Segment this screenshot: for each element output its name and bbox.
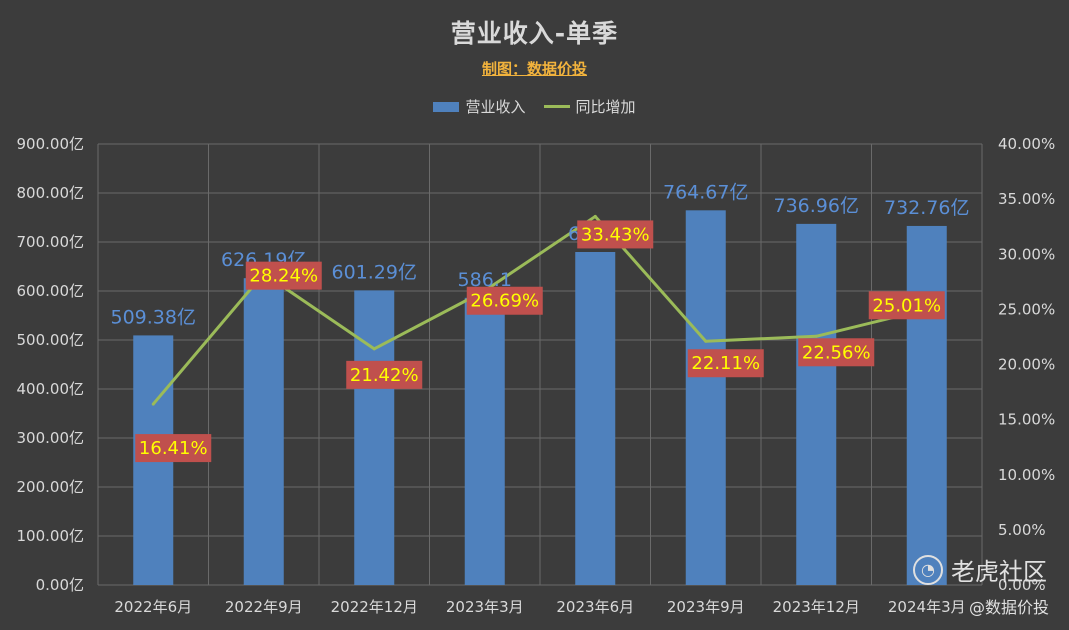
legend: 营业收入 同比增加 [0, 96, 1069, 117]
y-left-tick-label: 0.00亿 [36, 576, 84, 594]
x-tick-label: 2022年6月 [114, 598, 192, 616]
yoy-value-label: 33.43% [581, 224, 650, 245]
y-right-tick-label: 0.00% [998, 576, 1046, 594]
yoy-label-box [577, 220, 654, 249]
legend-line-label: 同比增加 [575, 98, 636, 116]
y-left-tick-label: 500.00亿 [17, 331, 85, 349]
yoy-value-label: 26.69% [470, 291, 539, 312]
watermark-brand: ◔ 老虎社区 [913, 552, 1047, 587]
revenue-bar [464, 297, 505, 585]
y-right-tick-label: 10.00% [998, 466, 1055, 484]
chart-subtitle: 制图：数据价投 [481, 60, 587, 78]
yoy-value-label: 28.24% [249, 266, 318, 287]
yoy-label-box [868, 291, 945, 320]
y-right-tick-label: 30.00% [998, 245, 1055, 263]
y-right-tick-label: 20.00% [998, 356, 1055, 374]
revenue-bar [685, 210, 726, 585]
legend-bar-label: 营业收入 [465, 98, 526, 116]
y-right-tick-label: 15.00% [998, 411, 1055, 429]
yoy-label-box [687, 349, 764, 378]
revenue-value-label: 601.29亿 [332, 261, 417, 283]
yoy-value-label: 22.11% [691, 353, 760, 374]
watermark-brand-text: 老虎社区 [951, 558, 1047, 586]
yoy-value-label: 16.41% [139, 438, 208, 459]
y-left-tick-label: 900.00亿 [17, 135, 85, 153]
yoy-label-box [135, 434, 212, 463]
revenue-value-label: 764.67亿 [663, 181, 748, 203]
y-right-tick-label: 25.00% [998, 300, 1055, 318]
axis-ticks: 0.00亿 100.00亿 200.00亿 300.00亿 400.00亿 500.00亿… [17, 135, 1056, 616]
yoy-label-box [245, 261, 322, 290]
yoy-label-box [798, 338, 875, 367]
revenue-bar [575, 251, 616, 585]
legend-item-revenue: 营业收入 [433, 96, 526, 117]
x-tick-label: 2023年6月 [556, 598, 634, 616]
legend-line-swatch [543, 105, 570, 108]
x-tick-label: 2024年3月 [888, 598, 966, 616]
revenue-bar [243, 278, 284, 585]
revenue-bar [906, 225, 947, 585]
x-tick-label: 2023年12月 [773, 598, 860, 616]
yoy-point [704, 339, 708, 343]
data-labels: 509.38亿626.19亿601.29亿586.1679.6764.67亿73… [111, 181, 969, 463]
y-left-tick-label: 100.00亿 [17, 527, 85, 545]
y-left-tick-label: 600.00亿 [17, 282, 85, 300]
yoy-point [151, 402, 155, 406]
x-tick-label: 2022年9月 [225, 598, 303, 616]
yoy-label-box [346, 360, 423, 389]
yoy-value-label: 25.01% [872, 295, 941, 316]
revenue-value-label: 586.1 [458, 269, 512, 291]
chart-title: 营业收入-单季 [450, 19, 619, 48]
x-tick-label: 2023年9月 [667, 598, 745, 616]
yoy-point [593, 214, 597, 218]
y-left-tick-label: 200.00亿 [17, 478, 85, 496]
y-right-tick-label: 5.00% [998, 521, 1046, 539]
y-left-tick-label: 800.00亿 [17, 184, 85, 202]
revenue-value-label: 509.38亿 [111, 306, 196, 328]
legend-bar-swatch [433, 101, 460, 112]
bar-series [133, 210, 947, 586]
tiger-logo-icon: ◔ [913, 554, 943, 585]
y-right-tick-label: 40.00% [998, 135, 1055, 153]
yoy-point [814, 334, 818, 338]
y-left-tick-label: 400.00亿 [17, 380, 85, 398]
revenue-bar [796, 223, 837, 586]
yoy-point [372, 347, 376, 351]
yoy-value-label: 21.42% [350, 365, 419, 386]
revenue-value-label: 736.96亿 [774, 195, 859, 217]
yoy-value-label: 22.56% [802, 342, 871, 363]
x-tick-label: 2022年12月 [331, 598, 418, 616]
watermark-handle: @数据价投 [968, 598, 1049, 617]
x-tick-label: 2023年3月 [446, 598, 524, 616]
revenue-value-label: 732.76亿 [884, 197, 969, 219]
revenue-bar [354, 290, 395, 585]
yoy-label-box [466, 286, 543, 315]
y-left-tick-label: 700.00亿 [17, 233, 85, 251]
y-left-tick-label: 300.00亿 [17, 429, 85, 447]
y-right-tick-label: 35.00% [998, 190, 1055, 208]
legend-item-yoy: 同比增加 [543, 96, 636, 117]
